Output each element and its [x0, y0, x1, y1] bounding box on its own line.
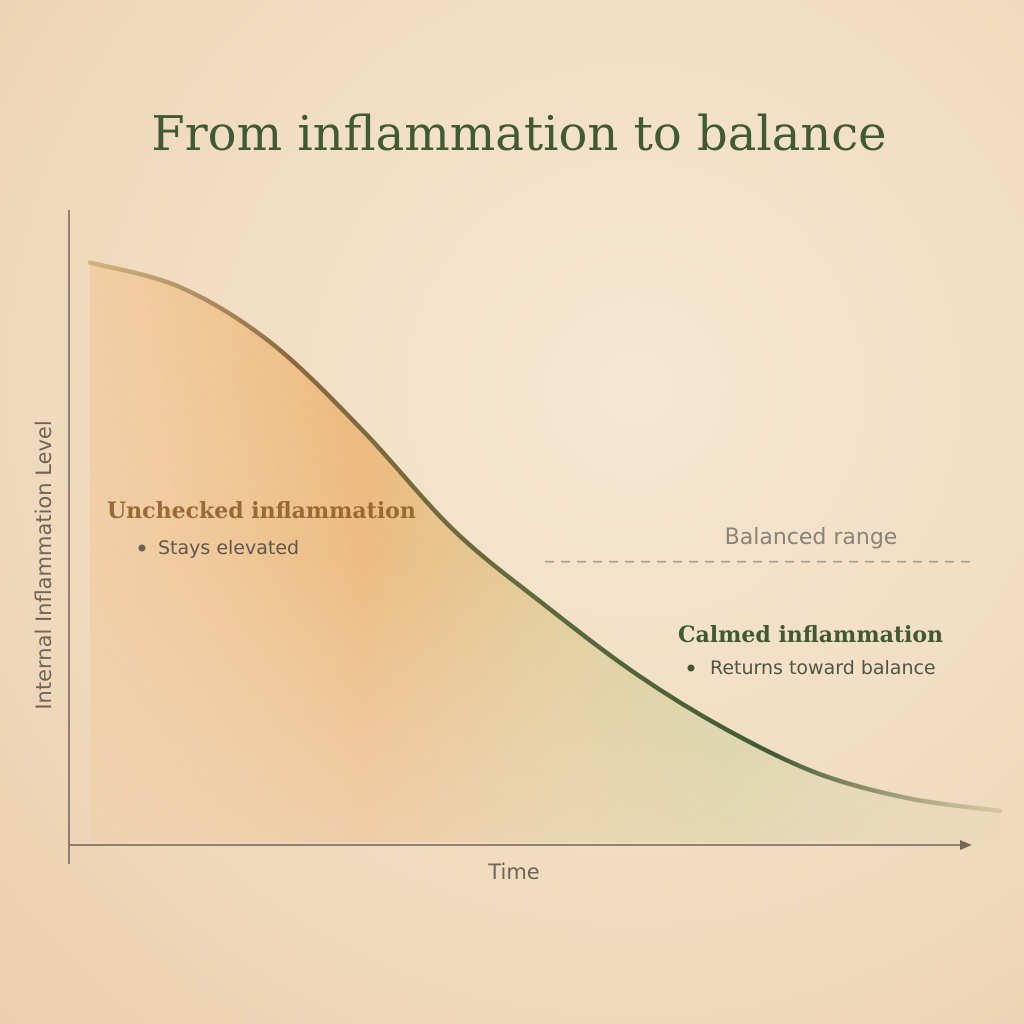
x-axis-label: Time — [487, 860, 539, 884]
calmed-bullet-text: Returns toward balance — [710, 657, 936, 679]
data-point — [270, 342, 274, 346]
data-point — [816, 771, 820, 775]
chart-title: From inflammation to balance — [151, 106, 886, 162]
data-point — [634, 672, 638, 676]
unchecked-heading: Unchecked inflammation — [107, 498, 416, 524]
data-point — [452, 529, 456, 533]
y-axis-label: Internal Inflammation Level — [32, 420, 56, 709]
calmed-bullet-dot — [687, 664, 695, 672]
data-point — [725, 728, 729, 732]
x-axis-arrow-icon — [960, 840, 972, 850]
data-point — [88, 261, 92, 265]
calmed-heading: Calmed inflammation — [678, 622, 943, 648]
area-fill — [90, 262, 1000, 843]
unchecked-bullet-text: Stays elevated — [158, 537, 299, 559]
data-point — [543, 603, 547, 607]
data-point — [907, 796, 911, 800]
data-point — [179, 286, 183, 290]
data-point — [361, 429, 365, 433]
inflammation-curve — [87, 260, 1003, 814]
unchecked-bullet-dot — [138, 544, 146, 552]
data-point — [998, 809, 1002, 813]
balanced-range-label: Balanced range — [725, 525, 898, 550]
